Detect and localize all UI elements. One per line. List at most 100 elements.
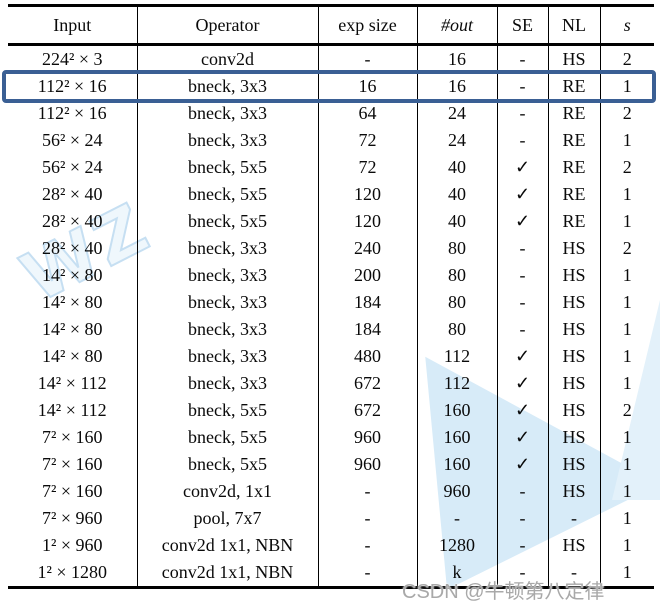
column-header-operator: Operator bbox=[136, 5, 318, 46]
table-cell: 7² × 160 bbox=[41, 454, 103, 474]
table-cell: 2 bbox=[599, 44, 654, 73]
column-header-exp-size: exp size bbox=[317, 5, 417, 46]
table-cell: ✓ bbox=[496, 208, 548, 235]
table-cell: HS bbox=[547, 289, 600, 316]
table-cell: - bbox=[496, 505, 548, 532]
table-cell: 184 bbox=[317, 316, 417, 343]
table-cell: 120 bbox=[317, 208, 417, 235]
table-cell: 120 bbox=[317, 181, 417, 208]
table-row: 28² × 40 bneck, 3x3 240 80- HS 2 bbox=[8, 235, 654, 262]
table-cell: - bbox=[496, 289, 548, 316]
table-cell: 960 bbox=[317, 424, 417, 451]
table-cell: HS bbox=[547, 316, 600, 343]
csdn-watermark: CSDN @牛顿第八定律 bbox=[402, 581, 605, 603]
table-cell: HS bbox=[547, 343, 600, 370]
table-row: 14² × 112 bneck, 3x3 672 112 ✓ HS 1 bbox=[8, 370, 654, 397]
table-row: 224² × 3 conv2d -16- HS 2 bbox=[8, 44, 654, 73]
table-cell: HS bbox=[547, 451, 600, 478]
table-cell: - bbox=[496, 127, 548, 154]
table-cell: 80 bbox=[416, 316, 497, 343]
table-cell: 1 bbox=[599, 316, 654, 343]
table-cell: bneck, 3x3 bbox=[136, 316, 318, 343]
table-cell: bneck, 5x5 bbox=[136, 424, 318, 451]
table-cell: 200 bbox=[317, 262, 417, 289]
table-row: 112² × 16 bneck, 3x3 64 24- RE 2 bbox=[8, 100, 654, 127]
table-cell: 1 bbox=[599, 424, 654, 451]
table-cell: 72 bbox=[317, 127, 417, 154]
table-cell: HS bbox=[547, 478, 600, 505]
table-cell: 16 bbox=[317, 73, 417, 100]
table-cell: HS bbox=[547, 532, 600, 559]
table-cell: RE bbox=[547, 73, 600, 100]
table-cell: ✓ bbox=[496, 424, 548, 451]
table-cell: - bbox=[496, 235, 548, 262]
table-row: 14² × 80 bneck, 3x3 480 112 ✓ HS 1 bbox=[8, 343, 654, 370]
table-cell: bneck, 3x3 bbox=[136, 235, 318, 262]
table-cell: HS bbox=[547, 235, 600, 262]
column-header-s: s bbox=[599, 5, 654, 46]
table-cell: 16 bbox=[416, 73, 497, 100]
table-cell: ✓ bbox=[496, 343, 548, 370]
table-row: 7² × 160 conv2d, 1x1-960- HS 1 bbox=[8, 478, 654, 505]
column-header-nl: NL bbox=[547, 5, 600, 46]
table-cell: 1 bbox=[599, 478, 654, 505]
table-cell: 14² × 112 bbox=[37, 373, 107, 393]
table-cell: 14² × 80 bbox=[41, 265, 103, 285]
table-cell: bneck, 5x5 bbox=[136, 154, 318, 181]
table-cell: 28² × 40 bbox=[41, 211, 103, 231]
table-cell: 2 bbox=[599, 235, 654, 262]
table-cell: HS bbox=[547, 44, 600, 73]
table-row: 14² × 80 bneck, 3x3 184 80- HS 1 bbox=[8, 316, 654, 343]
column-header-out: #out bbox=[416, 5, 497, 46]
table-cell: HS bbox=[547, 397, 600, 424]
table-row: 7² × 160 bneck, 5x5 960 160 ✓ HS 1 bbox=[8, 451, 654, 478]
table-cell: 40 bbox=[416, 154, 497, 181]
table-cell: - bbox=[317, 532, 417, 559]
table-cell: - bbox=[317, 505, 417, 532]
table-cell: 16 bbox=[416, 44, 497, 73]
table-cell: 80 bbox=[416, 262, 497, 289]
table-cell: - bbox=[317, 478, 417, 505]
architecture-table: Input Operator exp size #out SE NL s 224² × 3 c… bbox=[8, 4, 654, 589]
table-cell: bneck, 3x3 bbox=[136, 73, 318, 100]
table-cell: - bbox=[547, 505, 600, 532]
table-row-highlighted: 112² × 16 bneck, 3x3 16 16- RE 1 bbox=[8, 73, 654, 100]
table-cell: 1² × 1280 bbox=[37, 562, 108, 582]
table-row: 7² × 960 pool, 7x7- - - -1 bbox=[8, 505, 654, 532]
table-cell: 160 bbox=[416, 424, 497, 451]
table-cell: 224² × 3 bbox=[41, 49, 103, 69]
table-cell: bneck, 3x3 bbox=[136, 100, 318, 127]
table-cell: - bbox=[496, 316, 548, 343]
table-cell: bneck, 5x5 bbox=[136, 451, 318, 478]
table-cell: HS bbox=[547, 424, 600, 451]
table-cell: - bbox=[496, 532, 548, 559]
table-cell: 240 bbox=[317, 235, 417, 262]
table-cell: RE bbox=[547, 181, 600, 208]
table-cell: 160 bbox=[416, 397, 497, 424]
table-cell: ✓ bbox=[496, 370, 548, 397]
table-cell: 1 bbox=[599, 289, 654, 316]
table-cell: 1 bbox=[599, 559, 654, 588]
table-cell: - bbox=[317, 559, 417, 588]
header-row: Input Operator exp size #out SE NL s bbox=[8, 5, 654, 46]
table-cell: conv2d, 1x1 bbox=[136, 478, 318, 505]
table-cell: HS bbox=[547, 370, 600, 397]
table-cell: 7² × 160 bbox=[41, 481, 103, 501]
table-cell: - bbox=[496, 73, 548, 100]
table-cell: 2 bbox=[599, 154, 654, 181]
table-row: 28² × 40 bneck, 5x5 120 40 ✓ RE 1 bbox=[8, 181, 654, 208]
table-cell: bneck, 3x3 bbox=[136, 289, 318, 316]
table-cell: ✓ bbox=[496, 154, 548, 181]
table-cell: bneck, 3x3 bbox=[136, 127, 318, 154]
table-cell: 960 bbox=[416, 478, 497, 505]
table-cell: RE bbox=[547, 100, 600, 127]
table-cell: - bbox=[496, 262, 548, 289]
table-cell: - bbox=[317, 44, 417, 73]
table-cell: 480 bbox=[317, 343, 417, 370]
table-cell: 112² × 16 bbox=[37, 76, 107, 96]
table-cell: 14² × 80 bbox=[41, 319, 103, 339]
table-row: 14² × 80 bneck, 3x3 200 80- HS 1 bbox=[8, 262, 654, 289]
table-cell: ✓ bbox=[496, 451, 548, 478]
table-cell: 1 bbox=[599, 370, 654, 397]
table-row: 14² × 112 bneck, 5x5 672 160 ✓ HS 2 bbox=[8, 397, 654, 424]
